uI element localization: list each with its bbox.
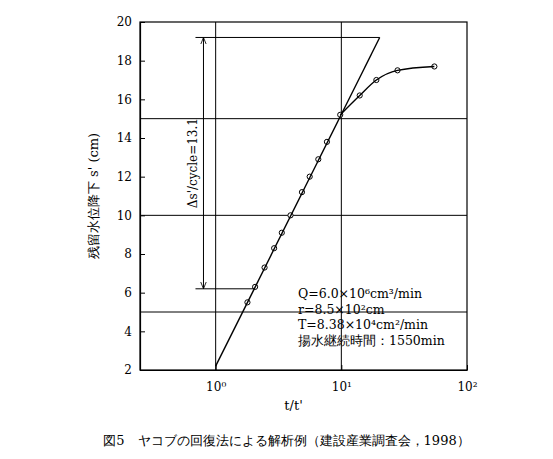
tick-mark xyxy=(140,61,145,62)
tick: 10² xyxy=(457,365,477,394)
tick-mark xyxy=(140,254,145,255)
x-axis-title: t/t' xyxy=(284,398,302,413)
tick-mark xyxy=(140,215,145,216)
tick-mark xyxy=(140,331,145,332)
tick-label: 10 xyxy=(117,209,132,223)
series-line xyxy=(340,66,434,114)
tick-mark xyxy=(467,365,468,370)
tick-label: 6 xyxy=(124,286,132,300)
tick: 12 xyxy=(117,170,145,184)
annotation: Q=6.0×10⁶cm³/min xyxy=(298,286,422,301)
tick: 10⁰ xyxy=(206,365,226,394)
tick-mark xyxy=(140,22,145,23)
axis-line xyxy=(141,370,468,371)
axis-line xyxy=(140,23,141,371)
tick: 18 xyxy=(117,54,145,68)
tick-label: 20 xyxy=(117,15,132,29)
tick-label: 10¹ xyxy=(332,380,352,394)
tick-mark xyxy=(140,138,145,139)
bracket-label: Δs'/cycle=13.1 xyxy=(186,118,200,208)
reference-lines xyxy=(140,22,467,370)
tick-label: 14 xyxy=(117,131,133,145)
tick-label: 12 xyxy=(117,170,132,184)
tick: 16 xyxy=(117,93,145,107)
bracket-level xyxy=(195,288,254,289)
tick: 4 xyxy=(124,325,145,339)
caption: 図5 ヤコブの回復法による解析例（建設産業調査会，1998） xyxy=(103,433,469,448)
tick-label: 10⁰ xyxy=(206,380,226,394)
tick: 8 xyxy=(124,247,145,261)
tick-mark xyxy=(140,99,145,100)
bracket-level xyxy=(195,37,379,38)
y-axis-title: 残留水位降下 s' (cm) xyxy=(86,133,101,259)
chart: 2 4 6 8 10 12 14 16 18 20 10⁰ 10¹ 10² Δs'/cycle=13.1 Q… xyxy=(0,0,553,459)
tick: 6 xyxy=(124,286,145,300)
bracket: Δs'/cycle=13.1 xyxy=(186,37,379,288)
tick: 10 xyxy=(117,209,145,223)
tick: 14 xyxy=(117,131,145,145)
data-layer xyxy=(216,37,437,366)
y-axis: 2 4 6 8 10 12 14 16 18 20 xyxy=(117,15,145,377)
tick: 20 xyxy=(117,15,145,29)
tick: 10¹ xyxy=(332,365,352,394)
tick-label: 18 xyxy=(117,54,132,68)
annotation: T=8.38×10⁴cm²/min xyxy=(298,317,428,332)
annotation: r=8.5×10²cm xyxy=(298,302,385,317)
tick-label: 8 xyxy=(124,247,132,261)
tick-mark xyxy=(140,177,145,178)
tick-label: 4 xyxy=(124,325,132,339)
bracket-arrow xyxy=(203,37,204,288)
annotations: Q=6.0×10⁶cm³/minr=8.5×10²cmT=8.38×10⁴cm²… xyxy=(298,286,445,348)
reference-line xyxy=(140,215,467,216)
tick-mark xyxy=(341,365,342,370)
tick-mark xyxy=(140,293,145,294)
tick-label: 10² xyxy=(457,380,477,394)
x-axis: 10⁰ 10¹ 10² xyxy=(141,365,478,394)
tick-label: 16 xyxy=(117,93,132,107)
tick-label: 2 xyxy=(124,363,132,377)
annotation: 揚水継続時間：1550min xyxy=(298,333,445,348)
reference-line xyxy=(215,22,216,370)
plot-frame xyxy=(140,22,467,370)
